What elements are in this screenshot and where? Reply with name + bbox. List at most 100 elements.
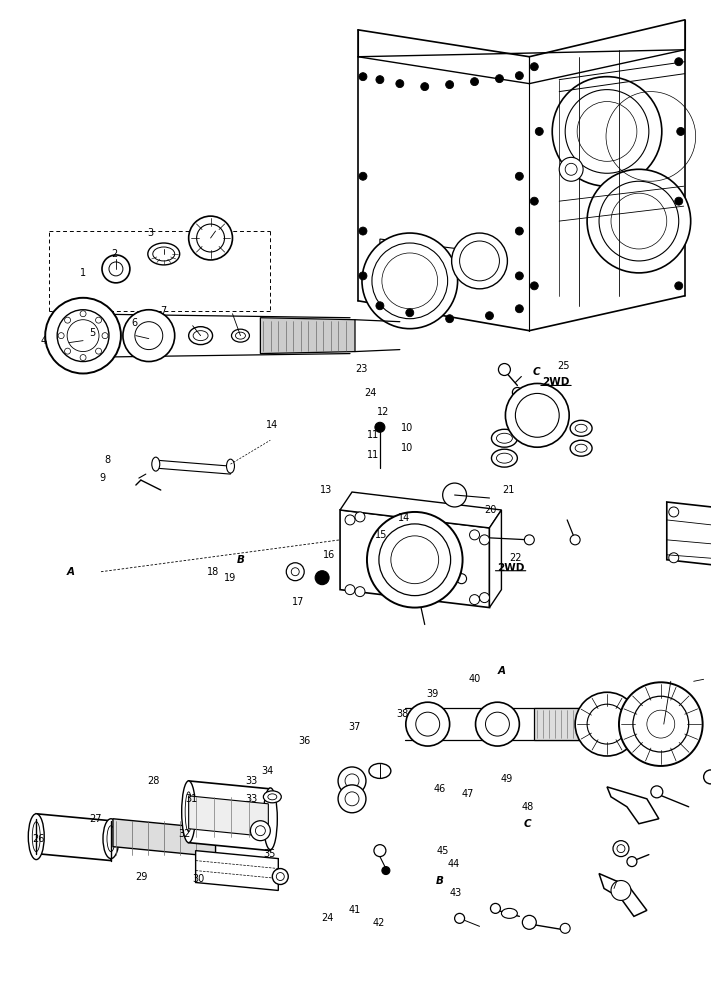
Text: 4: 4 xyxy=(41,336,47,346)
Circle shape xyxy=(338,785,366,813)
Circle shape xyxy=(611,193,666,249)
Circle shape xyxy=(256,826,266,836)
Circle shape xyxy=(633,696,689,752)
Text: 39: 39 xyxy=(426,689,439,699)
Circle shape xyxy=(676,127,685,135)
Ellipse shape xyxy=(575,424,587,432)
Circle shape xyxy=(379,524,451,596)
Text: 24: 24 xyxy=(364,388,377,398)
Polygon shape xyxy=(340,492,501,528)
Circle shape xyxy=(619,682,703,766)
Text: 40: 40 xyxy=(469,674,481,684)
Circle shape xyxy=(471,78,478,86)
Circle shape xyxy=(286,563,304,581)
Circle shape xyxy=(455,913,464,923)
Circle shape xyxy=(565,90,649,173)
Circle shape xyxy=(530,63,538,71)
Text: 33: 33 xyxy=(245,794,257,804)
Circle shape xyxy=(443,483,466,507)
Circle shape xyxy=(102,255,130,283)
Circle shape xyxy=(515,305,523,313)
Polygon shape xyxy=(340,510,489,608)
Polygon shape xyxy=(534,708,599,740)
Circle shape xyxy=(102,333,108,339)
Text: 9: 9 xyxy=(100,473,106,483)
Circle shape xyxy=(530,282,538,290)
Ellipse shape xyxy=(185,792,192,832)
Circle shape xyxy=(65,317,70,323)
Circle shape xyxy=(382,867,390,875)
Circle shape xyxy=(577,102,637,161)
Circle shape xyxy=(57,310,109,362)
Circle shape xyxy=(647,710,675,738)
Text: 29: 29 xyxy=(135,872,148,882)
Circle shape xyxy=(345,792,359,806)
Circle shape xyxy=(535,127,543,135)
Circle shape xyxy=(669,553,679,563)
Circle shape xyxy=(345,585,355,595)
Ellipse shape xyxy=(28,814,44,860)
Circle shape xyxy=(375,422,385,432)
Circle shape xyxy=(515,72,523,80)
Text: 47: 47 xyxy=(462,789,474,799)
Text: 43: 43 xyxy=(449,888,461,898)
Circle shape xyxy=(513,387,523,397)
Text: 7: 7 xyxy=(160,306,166,316)
Text: 48: 48 xyxy=(521,802,534,812)
Text: 14: 14 xyxy=(266,420,278,430)
Circle shape xyxy=(515,227,523,235)
Polygon shape xyxy=(113,819,216,857)
Circle shape xyxy=(189,216,233,260)
Circle shape xyxy=(459,241,499,281)
Text: 12: 12 xyxy=(377,407,389,417)
Polygon shape xyxy=(261,318,355,354)
Ellipse shape xyxy=(236,332,246,339)
Circle shape xyxy=(486,312,493,320)
Text: 41: 41 xyxy=(348,905,361,915)
Ellipse shape xyxy=(231,329,249,342)
Circle shape xyxy=(565,163,577,175)
Circle shape xyxy=(486,712,509,736)
Text: 37: 37 xyxy=(348,722,361,732)
Text: A: A xyxy=(67,567,75,577)
Circle shape xyxy=(560,923,570,933)
Text: 1: 1 xyxy=(80,268,86,278)
Text: 35: 35 xyxy=(263,849,276,859)
Circle shape xyxy=(80,311,86,317)
Circle shape xyxy=(515,393,559,437)
Ellipse shape xyxy=(369,763,391,778)
Circle shape xyxy=(469,530,479,540)
Circle shape xyxy=(559,157,583,181)
Circle shape xyxy=(109,262,123,276)
Text: 28: 28 xyxy=(147,776,160,786)
Circle shape xyxy=(359,227,367,235)
Circle shape xyxy=(359,73,367,81)
Ellipse shape xyxy=(189,327,213,345)
Text: 49: 49 xyxy=(501,774,513,784)
Circle shape xyxy=(251,821,271,841)
Circle shape xyxy=(421,83,429,91)
Circle shape xyxy=(675,282,683,290)
Circle shape xyxy=(355,587,365,597)
Text: 10: 10 xyxy=(401,443,413,453)
Circle shape xyxy=(446,81,454,89)
Text: 11: 11 xyxy=(367,450,379,460)
Circle shape xyxy=(446,315,454,323)
Text: 8: 8 xyxy=(105,455,111,465)
Circle shape xyxy=(65,348,70,354)
Text: 18: 18 xyxy=(206,567,219,577)
Ellipse shape xyxy=(491,449,518,467)
Text: 45: 45 xyxy=(436,846,449,856)
Circle shape xyxy=(95,317,102,323)
Text: 3: 3 xyxy=(147,228,153,238)
Text: 13: 13 xyxy=(320,485,333,495)
Circle shape xyxy=(515,272,523,280)
Text: 6: 6 xyxy=(132,318,138,328)
Ellipse shape xyxy=(152,457,159,471)
Circle shape xyxy=(669,507,679,517)
Circle shape xyxy=(553,77,661,186)
Text: 2WD: 2WD xyxy=(497,563,524,573)
Ellipse shape xyxy=(268,794,277,800)
Circle shape xyxy=(416,712,440,736)
Circle shape xyxy=(123,310,174,362)
